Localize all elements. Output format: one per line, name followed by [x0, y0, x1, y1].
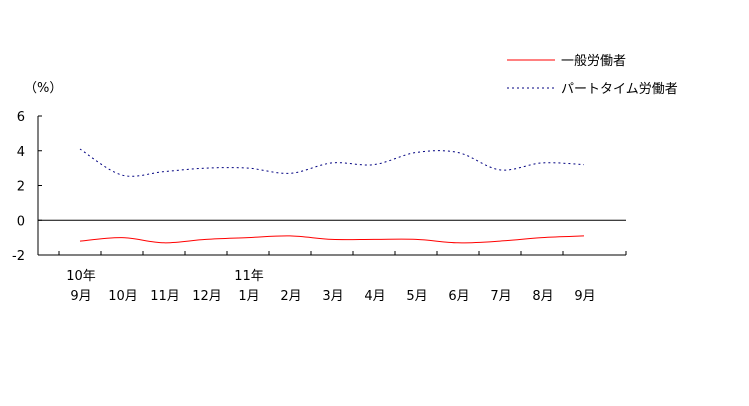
- legend-label-part-time: パートタイム労働者: [561, 82, 678, 97]
- x-ticks: 9月 10月 11月 12月 1月 2月 3月 4月 5月 6月 7月 8月 9月 10年 11年: [58, 251, 596, 304]
- x-tick-label: 8月: [532, 289, 553, 304]
- y-tick-label: 2: [17, 180, 25, 195]
- y-tick-label: -2: [12, 249, 25, 264]
- x-tick-label: 9月: [70, 289, 91, 304]
- x-tick-label: 7月: [490, 289, 511, 304]
- x-tick-label: 9月: [574, 289, 595, 304]
- x-tick-label: 1月: [238, 289, 259, 304]
- x-tick-label: 10月: [108, 289, 138, 304]
- x-tick-label: 2月: [280, 289, 301, 304]
- x-tick-label: 4月: [364, 289, 385, 304]
- y-ticks: 6 4 2 0 -2: [12, 110, 42, 264]
- x-tick-label: 6月: [448, 289, 469, 304]
- x-tick-label: 5月: [406, 289, 427, 304]
- series-line-general: [79, 235, 585, 244]
- x-tick-label: 12月: [192, 289, 222, 304]
- year-label: 10年: [66, 269, 96, 284]
- series-line-part-time: [79, 148, 585, 177]
- y-tick-label: 0: [17, 214, 25, 229]
- legend-label-general: 一般労働者: [561, 53, 626, 69]
- axes: [37, 116, 627, 256]
- x-tick-label: 3月: [322, 289, 343, 304]
- y-axis-label: （%）: [24, 81, 62, 96]
- x-tick-label: 11月: [150, 289, 180, 304]
- y-tick-label: 6: [17, 110, 25, 125]
- y-tick-label: 4: [17, 145, 25, 160]
- year-label: 11年: [234, 269, 264, 284]
- legend: 一般労働者 パートタイム労働者: [507, 53, 678, 97]
- series-group: [79, 148, 585, 244]
